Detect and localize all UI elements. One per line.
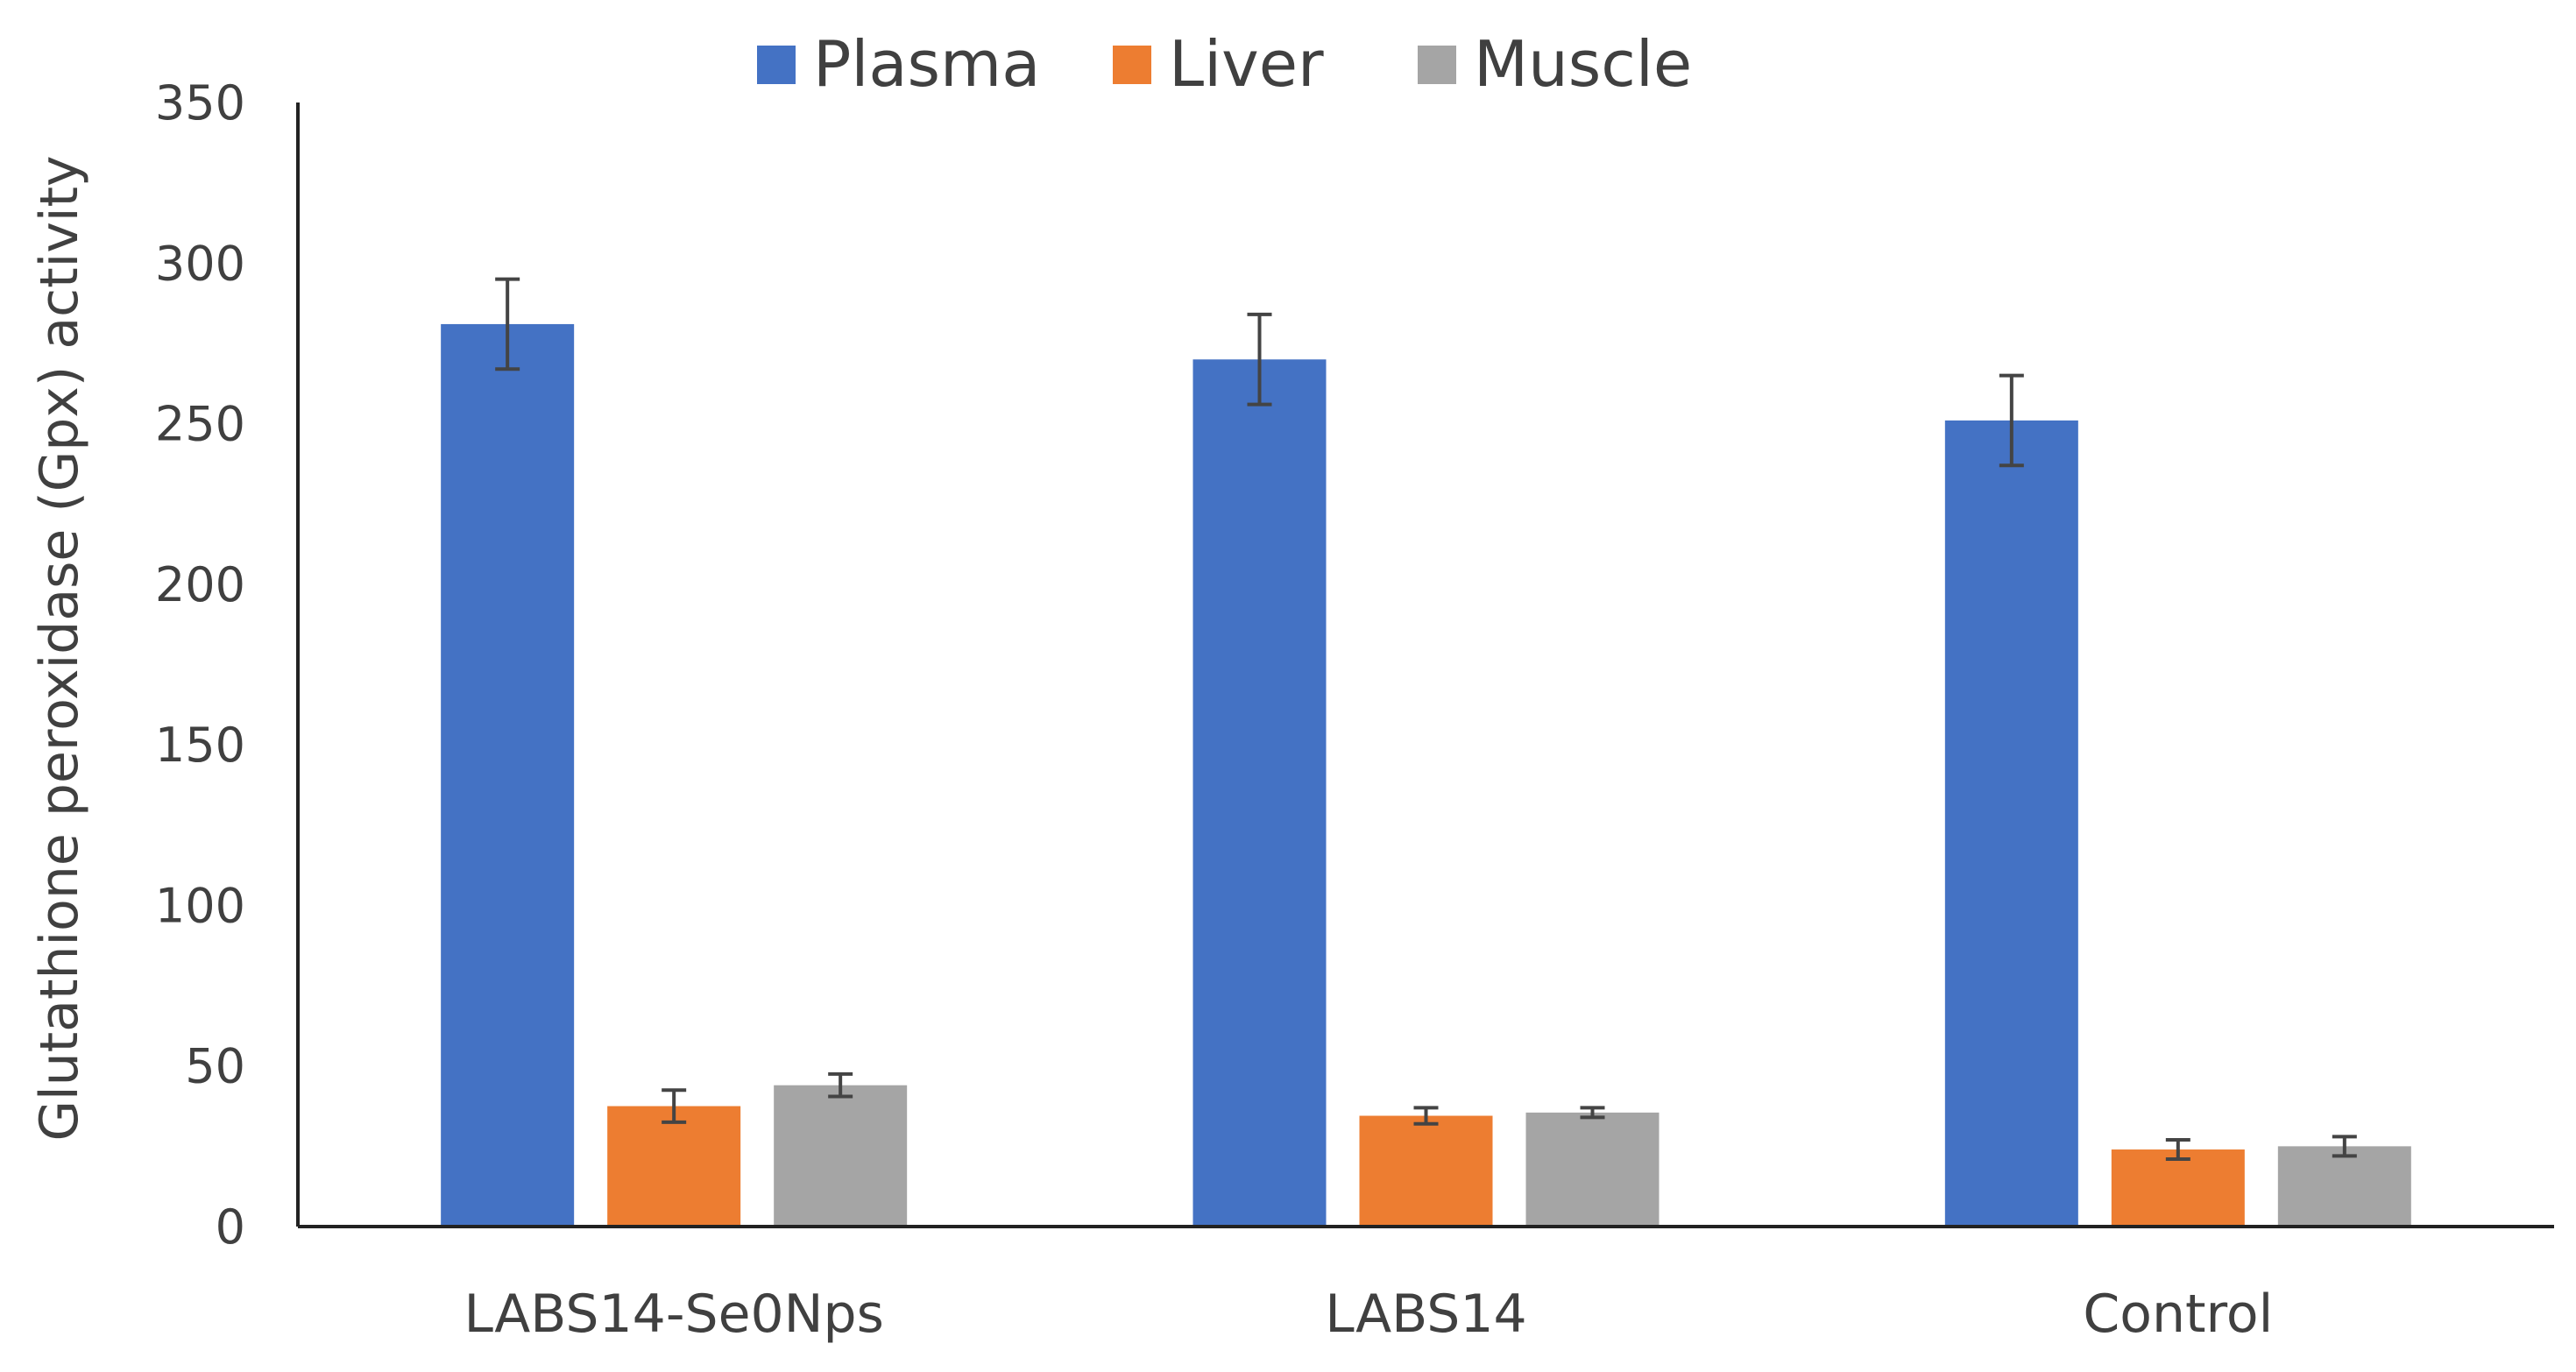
legend: Plasma Liver Muscle	[757, 27, 1692, 101]
legend-swatch-liver	[1113, 46, 1151, 84]
bar-liver	[1359, 1115, 1493, 1227]
y-axis-ticks: 0 50 100 150 200 250 300 350	[155, 75, 245, 1255]
bars	[441, 323, 2411, 1227]
bar-liver	[607, 1106, 741, 1227]
bar-plasma	[1944, 420, 2078, 1227]
bar-plasma	[1192, 359, 1327, 1227]
error-bars	[495, 277, 2357, 1162]
y-tick-label: 150	[155, 718, 245, 773]
y-tick-label: 250	[155, 397, 245, 452]
y-tick-label: 0	[216, 1199, 245, 1255]
y-axis-label: Glutathione peroxidase (Gpx) activity	[29, 155, 90, 1141]
legend-swatch-muscle	[1418, 46, 1456, 84]
bar-muscle	[2277, 1146, 2411, 1227]
legend-swatch-plasma	[757, 46, 796, 84]
y-tick-label: 200	[155, 557, 245, 612]
x-category-label: Control	[2083, 1284, 2273, 1345]
y-tick-label: 50	[185, 1039, 245, 1094]
y-tick-label: 100	[155, 878, 245, 933]
legend-label: Liver	[1169, 27, 1324, 101]
bar-muscle	[774, 1085, 908, 1227]
x-category-label: LABS14	[1325, 1284, 1526, 1345]
y-tick-label: 350	[155, 75, 245, 131]
bar-plasma	[441, 323, 575, 1227]
bar-muscle	[1525, 1112, 1660, 1227]
legend-label: Muscle	[1474, 27, 1692, 101]
legend-label: Plasma	[813, 27, 1040, 101]
bar-liver	[2111, 1149, 2245, 1227]
y-tick-label: 300	[155, 236, 245, 291]
x-axis-categories: LABS14-Se0Nps LABS14 Control	[464, 1284, 2273, 1345]
x-category-label: LABS14-Se0Nps	[464, 1284, 883, 1345]
